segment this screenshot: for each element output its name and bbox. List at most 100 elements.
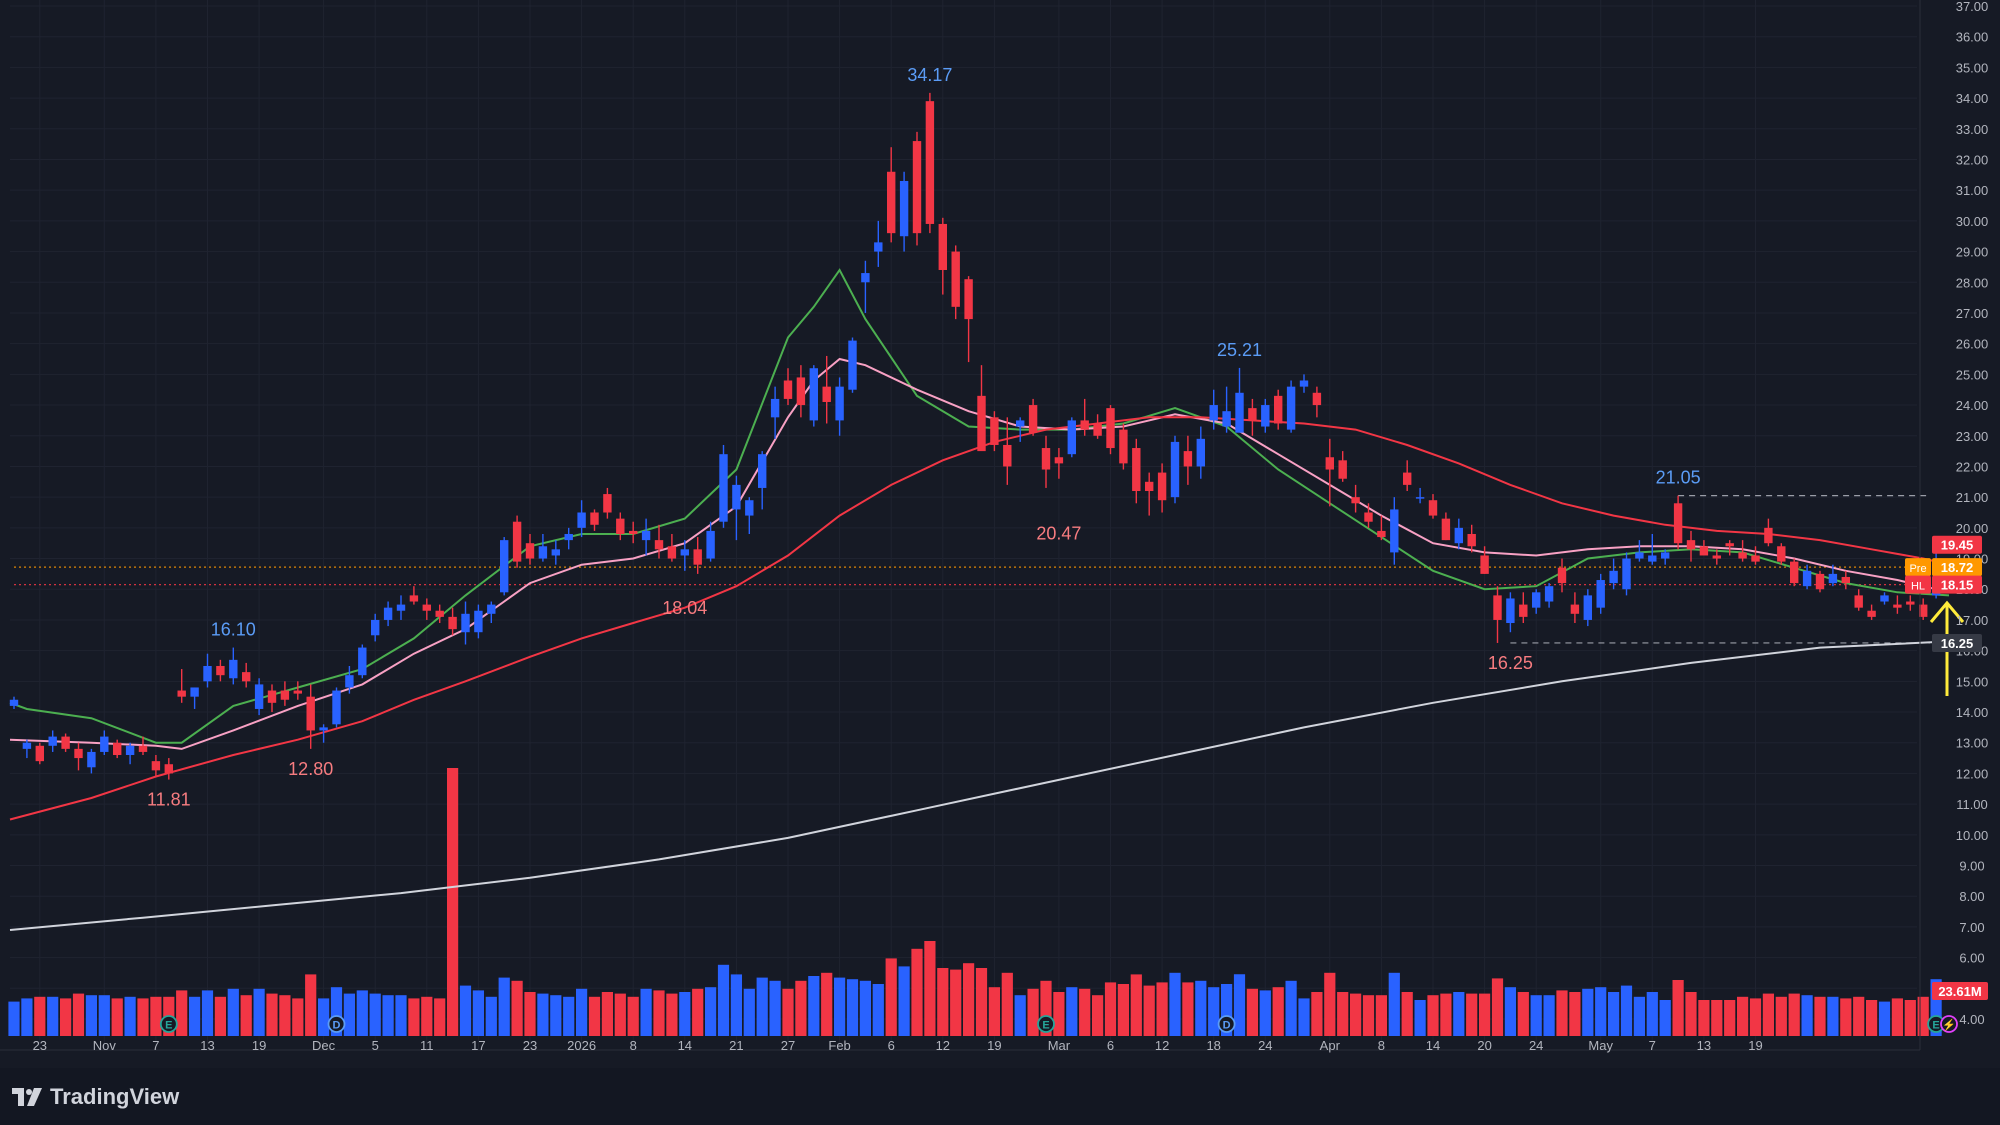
price-tick-label: 30.00 xyxy=(1956,214,1989,229)
volume-bar xyxy=(872,984,884,1036)
candle-up xyxy=(538,533,548,562)
candle-down xyxy=(977,365,986,452)
candle-body xyxy=(1351,497,1360,504)
candle-down xyxy=(1867,604,1876,620)
volume-bar xyxy=(705,987,717,1036)
candle-body xyxy=(912,141,922,234)
event-marker-split[interactable]: ⚡ xyxy=(1940,1015,1958,1033)
candle-down xyxy=(1441,512,1451,541)
candle-body xyxy=(977,395,986,452)
volume-bar xyxy=(1504,987,1516,1036)
price-axis-label: 18.15 HL xyxy=(1905,575,1982,594)
volume-bar xyxy=(1530,995,1542,1036)
price-tick-label: 17.00 xyxy=(1956,613,1989,628)
candle-body xyxy=(732,484,741,510)
candle-body xyxy=(229,659,238,679)
volume-bar xyxy=(1259,990,1271,1036)
time-tick-label: 6 xyxy=(1107,1038,1114,1053)
candle-up xyxy=(770,386,780,439)
event-marker-dividend[interactable]: D xyxy=(1217,1015,1236,1033)
price-tick-label: 35.00 xyxy=(1956,60,1989,75)
event-marker-dividend[interactable]: D xyxy=(327,1015,346,1033)
candle-body xyxy=(1364,512,1373,522)
volume-bar xyxy=(1079,988,1091,1036)
volume-bar xyxy=(1182,982,1194,1036)
candle-body xyxy=(1738,552,1747,559)
volume-bar xyxy=(743,988,755,1036)
candle-down xyxy=(242,662,251,688)
candle-body xyxy=(151,761,161,771)
volume-bar xyxy=(1814,996,1826,1036)
price-tick-label: 8.00 xyxy=(1959,889,1984,904)
event-marker-earnings[interactable]: E xyxy=(1037,1015,1055,1033)
candle-down xyxy=(1725,540,1734,556)
volume-bar xyxy=(434,998,446,1036)
volume-bar xyxy=(485,996,497,1036)
time-axis[interactable]: 23 Nov 7 13 19 Dec 5 11 17 23 2026 8 14 21 27 Feb 6 12 19 M… xyxy=(0,1038,1920,1053)
candle-body xyxy=(1635,552,1644,559)
candle-body xyxy=(1157,472,1167,501)
candle-up xyxy=(564,527,573,550)
candle-body xyxy=(216,665,225,676)
candle-down xyxy=(1041,435,1051,488)
candlestick-chart-svg[interactable]: 34.17 25.21 21.05 16.10 18.04 20.47 16.25 12.80… xyxy=(0,0,2000,1068)
volume-bar xyxy=(1066,987,1078,1036)
candle-up xyxy=(474,604,483,639)
candle-down xyxy=(629,521,638,544)
candle-body xyxy=(87,751,96,768)
price-label-text: 16.25 xyxy=(1941,636,1974,651)
time-tick-label: 14 xyxy=(678,1038,692,1053)
time-tick-label: 2026 xyxy=(567,1038,596,1053)
volume-bar xyxy=(679,992,691,1036)
event-marker-earnings[interactable]: E xyxy=(159,1015,178,1033)
candle-down xyxy=(1751,546,1760,565)
volume-bar xyxy=(1337,992,1349,1036)
volume-bar xyxy=(34,996,46,1036)
volume-bar xyxy=(769,980,781,1036)
candle-body xyxy=(887,171,896,234)
candle-up xyxy=(383,601,393,627)
volume-bar xyxy=(201,990,214,1036)
time-tick-label: 27 xyxy=(781,1038,795,1053)
candle-down xyxy=(951,245,960,320)
volume-bar xyxy=(730,974,742,1036)
candle-up xyxy=(87,748,96,774)
candle-up xyxy=(22,739,32,759)
volume-bar xyxy=(343,993,355,1036)
time-tick-label: 21 xyxy=(729,1038,743,1053)
candle-down xyxy=(61,733,70,752)
price-label-tag: Pre xyxy=(1909,563,1926,575)
candle-body xyxy=(1557,567,1567,584)
volume-bar xyxy=(756,977,768,1036)
chart-background xyxy=(0,0,2000,1068)
volume-bar xyxy=(1092,995,1104,1036)
tradingview-logo[interactable]: TradingView xyxy=(12,1084,179,1110)
candle-up xyxy=(874,220,883,267)
price-label-tag: HL xyxy=(1911,581,1925,593)
volume-bar xyxy=(1311,992,1323,1036)
candle-body xyxy=(1428,500,1438,516)
candle-body xyxy=(254,684,264,709)
price-tick-label: 25.00 xyxy=(1956,367,1989,382)
candle-body xyxy=(1299,380,1309,387)
candle-up xyxy=(345,665,354,694)
event-markers[interactable]: E D E D E ⚡ xyxy=(159,1015,1958,1033)
price-label-text: 19.45 xyxy=(1941,538,1974,553)
candle-down xyxy=(422,598,431,620)
price-tick-label: 23.00 xyxy=(1956,429,1989,444)
candle-body xyxy=(1906,601,1915,605)
candle-up xyxy=(319,724,328,743)
time-tick-label: May xyxy=(1588,1038,1613,1053)
event-marker-icon: D xyxy=(333,1020,341,1032)
price-tick-label: 10.00 xyxy=(1956,828,1989,843)
price-tick-label: 29.00 xyxy=(1956,245,1989,260)
candle-down xyxy=(1815,570,1825,593)
candle-down xyxy=(1028,398,1038,436)
volume-bar xyxy=(1569,992,1581,1036)
candle-up xyxy=(254,678,264,716)
candle-down xyxy=(603,487,612,519)
annotation-high: 25.21 xyxy=(1217,340,1262,360)
candle-body xyxy=(448,616,457,630)
candle-body xyxy=(461,613,470,633)
